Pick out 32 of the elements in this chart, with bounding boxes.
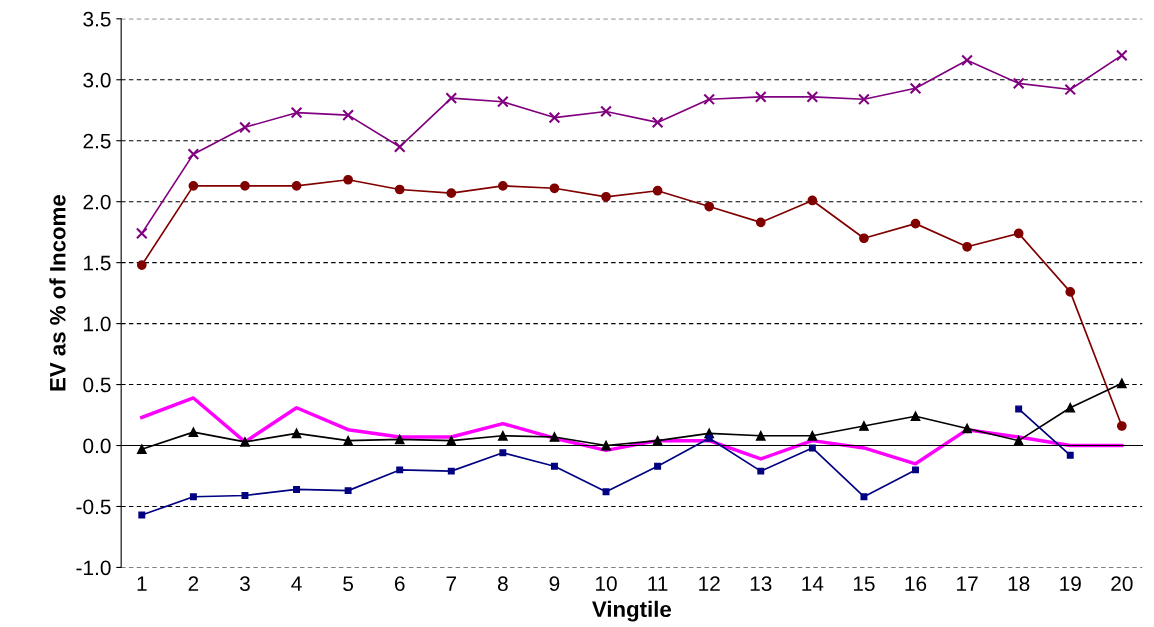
y-tick-label: 2.5 <box>83 133 111 149</box>
x-axis-title: Vingtile <box>592 600 671 622</box>
x-tick-label: 6 <box>394 576 405 592</box>
y-tick-label: 1.0 <box>84 316 111 332</box>
x-tick-label: 7 <box>446 576 457 591</box>
x-tick-label: 19 <box>1060 576 1081 592</box>
x-tick-label: 10 <box>596 576 617 592</box>
y-tick-label: 3.5 <box>83 11 111 27</box>
x-tick-label: 9 <box>549 576 560 592</box>
y-tick-label: -0.5 <box>76 499 111 515</box>
x-tick-label: 16 <box>905 576 927 592</box>
x-tick-label: 3 <box>239 576 250 592</box>
x-tick-label: 15 <box>853 576 875 592</box>
x-tick-label: 13 <box>750 576 772 592</box>
x-tick-label: 12 <box>699 576 720 591</box>
y-tick-label: 0.0 <box>83 438 111 454</box>
x-tick-label: 17 <box>957 576 978 591</box>
x-tick-label: 2 <box>188 576 199 591</box>
x-tick-label: 5 <box>343 576 354 592</box>
y-tick-label: 0.5 <box>83 377 111 393</box>
x-tick-label: 4 <box>291 576 302 591</box>
x-tick-label: 11 <box>648 576 668 591</box>
y-tick-label: 3.0 <box>83 72 111 88</box>
x-tick-label: 8 <box>497 576 508 592</box>
y-tick-label: 2.0 <box>83 194 111 210</box>
y-tick-label: 1.5 <box>84 255 111 271</box>
x-tick-label: 20 <box>1111 576 1133 592</box>
x-tick-label: 18 <box>1008 576 1030 592</box>
y-tick-label: -1.0 <box>76 560 111 576</box>
x-tick-label: 14 <box>802 576 824 591</box>
y-axis-title: EV as % of Income <box>49 195 66 391</box>
x-tick-label: 1 <box>137 576 147 591</box>
